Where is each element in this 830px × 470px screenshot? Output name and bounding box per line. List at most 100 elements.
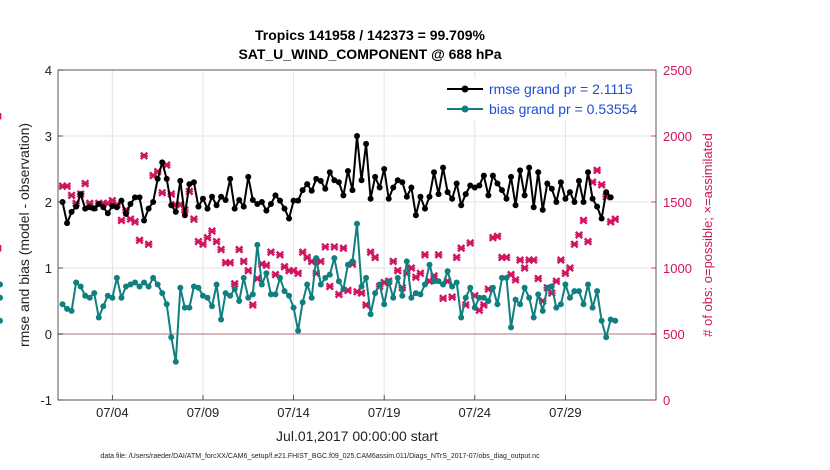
rmse-point (100, 204, 107, 211)
bias-point (471, 304, 478, 311)
rmse-point (571, 199, 578, 205)
rmse-point (367, 195, 374, 202)
rmse-point (526, 164, 533, 171)
obs-marker (235, 245, 244, 254)
y-tick-label: -1 (40, 393, 52, 408)
rmse-point (290, 197, 297, 204)
y-right-tick-label: 1000 (663, 261, 692, 276)
rmse-point (476, 182, 483, 189)
bias-point (295, 327, 302, 334)
bias-point (145, 283, 152, 290)
bias-point (376, 281, 383, 288)
obs-marker (457, 244, 466, 253)
bias-point (539, 307, 546, 314)
bias-point (209, 303, 216, 310)
obs-marker (321, 242, 330, 251)
bias-point (154, 281, 161, 288)
rmse-point (258, 199, 265, 205)
rmse-point (344, 167, 351, 174)
rmse-point (186, 181, 193, 188)
rmse-point (335, 179, 342, 186)
obs-marker (529, 256, 538, 265)
bias-point (172, 358, 179, 365)
obs-marker (556, 256, 565, 265)
rmse-point (417, 193, 424, 200)
obs-marker (434, 250, 443, 259)
bias-point (426, 261, 433, 268)
rmse-point (603, 189, 610, 196)
y-right-tick-label: 2000 (663, 129, 692, 144)
bias-point (358, 283, 365, 290)
rmse-point (190, 179, 197, 186)
obs-marker (266, 248, 275, 257)
bias-point (390, 294, 397, 301)
bias-point (195, 284, 202, 291)
bias-point (290, 304, 297, 311)
left-axis-ticks: -1 0 1 2 3 4 (40, 63, 63, 408)
rmse-point (480, 172, 487, 179)
rmse-point (431, 169, 438, 176)
rmse-point (109, 202, 116, 209)
rmse-point (521, 192, 528, 199)
bias-point (177, 284, 184, 291)
rmse-point (281, 205, 288, 212)
obs-marker (244, 266, 253, 275)
bias-point (286, 292, 293, 299)
rmse-point (213, 202, 220, 209)
obs-marker (158, 188, 167, 197)
rmse-point (91, 205, 98, 212)
bias-point (503, 274, 510, 281)
bias-point (598, 317, 605, 324)
rmse-point (358, 177, 365, 184)
bias-point (240, 274, 247, 281)
obs-marker (217, 245, 226, 254)
rmse-point (580, 199, 587, 205)
obs-marker (393, 266, 402, 275)
bias-point (453, 279, 460, 286)
bias-point (403, 258, 410, 265)
rmse-point (340, 192, 347, 199)
bias-point (480, 294, 487, 301)
bias-point (566, 294, 573, 301)
bias-point (331, 255, 338, 262)
y-tick-label: 3 (45, 129, 52, 144)
rmse-point (77, 191, 84, 198)
bias-point (340, 286, 347, 293)
obs-marker (357, 289, 366, 298)
bias-series (0, 220, 619, 365)
bias-point (132, 279, 139, 286)
obs-marker (262, 261, 271, 270)
bias-point (326, 271, 333, 278)
bias-point (440, 281, 447, 288)
rmse-point (381, 166, 388, 172)
rmse-point (331, 177, 338, 184)
bias-point (136, 283, 143, 290)
obs-marker (117, 216, 126, 225)
bias-point (168, 334, 175, 341)
obs-marker (239, 257, 248, 266)
y-tick-label: 1 (45, 261, 52, 276)
bias-point (186, 304, 193, 311)
bias-point (0, 317, 3, 324)
obs-marker (502, 253, 511, 262)
rmse-point (177, 177, 184, 184)
rmse-point (566, 189, 573, 196)
rmse-point (539, 206, 546, 213)
bias-point (381, 301, 388, 308)
x-tick-label: 07/04 (96, 405, 129, 420)
obs-marker (130, 217, 140, 226)
bias-point (304, 281, 311, 288)
bias-point (363, 274, 370, 281)
rmse-point (403, 193, 410, 200)
bias-point (281, 288, 288, 295)
bias-point (127, 281, 134, 288)
bias-point (245, 294, 252, 301)
rmse-point (548, 185, 555, 192)
obs-marker (597, 180, 606, 189)
rmse-point (585, 169, 592, 176)
obs-marker (570, 240, 579, 249)
obs-marker (226, 258, 235, 267)
bias-point (199, 292, 206, 299)
obs-marker (339, 244, 348, 253)
